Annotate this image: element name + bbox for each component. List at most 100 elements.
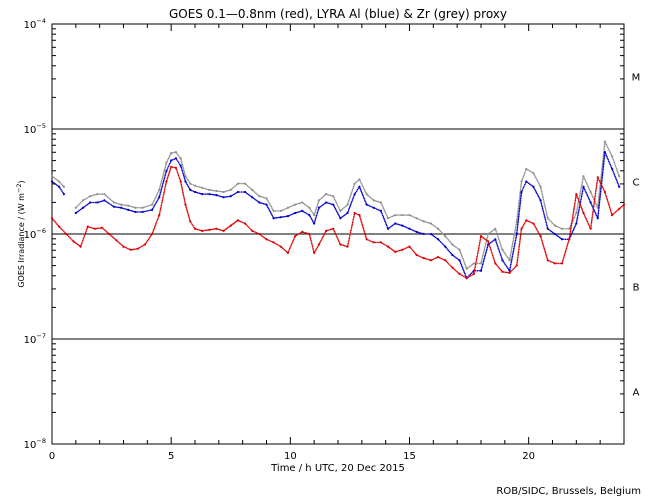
interp-point bbox=[485, 249, 488, 252]
interp-point bbox=[204, 187, 206, 190]
interp-point bbox=[460, 254, 463, 257]
interp-point bbox=[173, 151, 176, 154]
interp-point bbox=[380, 203, 383, 205]
interp-point bbox=[453, 245, 456, 248]
interp-point bbox=[152, 202, 154, 204]
interp-point bbox=[577, 211, 580, 214]
interp-point bbox=[180, 183, 183, 186]
interp-point bbox=[166, 159, 169, 161]
interp-point bbox=[542, 245, 545, 248]
interp-point bbox=[233, 222, 236, 224]
interp-point bbox=[131, 206, 134, 208]
interp-point bbox=[187, 214, 190, 217]
interp-point bbox=[269, 211, 272, 214]
interp-point bbox=[247, 185, 250, 188]
interp-point bbox=[92, 194, 94, 197]
interp-point bbox=[513, 247, 515, 250]
interp-point bbox=[565, 249, 567, 251]
interp-point bbox=[168, 164, 170, 166]
interp-point bbox=[496, 265, 499, 267]
interp-point bbox=[410, 228, 412, 231]
interp-point bbox=[510, 250, 513, 252]
interp-point bbox=[483, 257, 486, 260]
interp-point bbox=[335, 201, 337, 203]
interp-point bbox=[514, 239, 517, 242]
interp-point bbox=[600, 173, 603, 176]
interp-point bbox=[500, 256, 503, 259]
interp-point bbox=[310, 218, 313, 221]
interp-point bbox=[374, 241, 377, 244]
interp-point bbox=[124, 246, 126, 249]
interp-point bbox=[81, 241, 84, 243]
interp-point bbox=[492, 256, 495, 258]
data-point bbox=[129, 248, 132, 251]
interp-point bbox=[599, 184, 601, 187]
interp-point bbox=[151, 231, 154, 234]
interp-point bbox=[617, 173, 620, 176]
interp-point bbox=[526, 181, 529, 184]
interp-point bbox=[609, 165, 612, 167]
data-point bbox=[265, 238, 268, 241]
interp-point bbox=[522, 225, 524, 227]
interp-point bbox=[597, 177, 600, 180]
interp-point bbox=[232, 193, 235, 196]
interp-point bbox=[141, 245, 143, 247]
interp-point bbox=[314, 249, 317, 251]
interp-point bbox=[576, 194, 578, 197]
data-point bbox=[365, 238, 368, 241]
interp-point bbox=[523, 222, 526, 224]
interp-point bbox=[544, 208, 547, 210]
interp-point bbox=[270, 205, 273, 208]
interp-point bbox=[600, 177, 602, 179]
interp-point bbox=[357, 187, 360, 190]
interp-point bbox=[160, 204, 163, 207]
interp-point bbox=[517, 218, 520, 221]
data-point bbox=[553, 262, 556, 265]
interp-point bbox=[78, 203, 81, 205]
interp-point bbox=[546, 215, 549, 218]
interp-point bbox=[351, 199, 354, 201]
interp-point bbox=[110, 199, 113, 202]
interp-point bbox=[461, 266, 464, 269]
data-point bbox=[596, 176, 599, 179]
interp-point bbox=[520, 182, 523, 184]
interp-point bbox=[610, 166, 613, 169]
interp-point bbox=[511, 257, 513, 259]
interp-point bbox=[357, 213, 359, 216]
interp-point bbox=[138, 206, 140, 209]
interp-point bbox=[533, 173, 535, 176]
interp-point bbox=[100, 193, 102, 195]
interp-point bbox=[96, 227, 99, 230]
interp-point bbox=[594, 190, 597, 193]
interp-point bbox=[370, 197, 373, 200]
interp-point bbox=[591, 194, 593, 196]
interp-point bbox=[352, 217, 355, 219]
interp-point bbox=[267, 200, 269, 202]
interp-point bbox=[411, 215, 414, 218]
data-point bbox=[184, 180, 187, 183]
interp-point bbox=[543, 248, 546, 251]
interp-point bbox=[420, 232, 422, 234]
interp-point bbox=[410, 248, 413, 250]
data-point bbox=[494, 227, 497, 230]
interp-point bbox=[188, 181, 191, 183]
data-point bbox=[422, 232, 425, 236]
interp-point bbox=[568, 236, 571, 239]
interp-point bbox=[500, 254, 502, 257]
interp-point bbox=[328, 229, 330, 231]
interp-point bbox=[484, 245, 486, 248]
interp-point bbox=[601, 166, 604, 168]
interp-point bbox=[54, 178, 57, 180]
data-point bbox=[251, 229, 254, 232]
interp-point bbox=[162, 182, 164, 185]
interp-point bbox=[576, 209, 578, 211]
interp-point bbox=[593, 210, 596, 212]
interp-point bbox=[171, 159, 174, 161]
interp-point bbox=[54, 221, 56, 223]
interp-point bbox=[348, 207, 350, 210]
interp-point bbox=[164, 183, 167, 186]
interp-point bbox=[218, 195, 221, 197]
data-point bbox=[112, 205, 116, 208]
interp-point bbox=[148, 237, 151, 239]
